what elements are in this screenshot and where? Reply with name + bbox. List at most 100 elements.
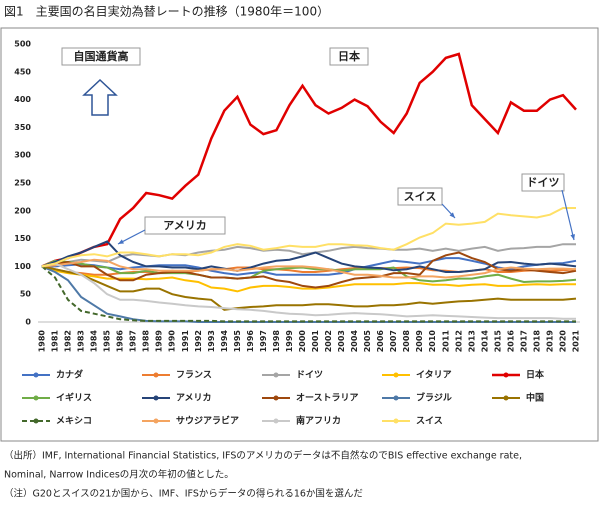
up-arrow [82,78,118,116]
legend-label: イギリス [56,392,92,404]
annotation-box [521,173,565,192]
x-tick-label: 1981 [51,330,60,353]
series-line [41,240,577,273]
y-tick-label: 0 [25,318,31,327]
legend-label: 中国 [526,392,544,404]
y-tick-label: 250 [14,179,31,188]
legend-marker [33,395,39,401]
x-tick-label: 1987 [129,330,138,352]
x-tick-label: 1997 [259,330,268,352]
legend-label: ドイツ [296,370,323,381]
x-tick-label: 2012 [454,330,463,352]
arrow-head [570,234,575,240]
x-tick-label: 1993 [207,330,216,352]
x-tick-label: 1991 [181,330,190,353]
x-tick-label: 2001 [311,330,320,353]
legend-label: メキシコ [56,416,92,427]
x-tick-label: 2018 [532,330,541,353]
legend-label: フランス [176,370,212,381]
x-tick-label: 2021 [572,330,581,353]
series-line [41,259,577,284]
legend-marker [33,418,39,424]
x-tick-label: 1984 [90,330,99,353]
note: （出所）IMF, International Financial Statist… [4,450,522,462]
legend-marker [33,372,39,378]
x-tick-label: 2020 [558,330,567,353]
annotation-box [61,47,141,66]
legend-marker [273,395,279,401]
series-line [41,207,576,268]
x-tick-label: 2011 [441,330,450,353]
legend-marker [273,418,279,424]
x-tick-label: 2016 [506,330,515,353]
x-tick-label: 2010 [428,330,437,353]
legend-marker [153,372,159,378]
series-line [41,251,577,289]
legend-marker [153,395,159,401]
x-tick-label: 2015 [493,330,502,353]
legend-marker [503,372,509,378]
x-tick-label: 1992 [194,330,203,352]
x-tick-label: 1983 [77,330,86,352]
legend-marker [503,395,509,401]
series-line [41,265,577,311]
x-tick-label: 1996 [246,330,255,353]
y-tick-label: 450 [14,67,31,76]
x-tick-label: 1980 [38,330,47,353]
series-line [41,262,576,320]
chart-title: 図1 主要国の名目実効為替レートの推移（1980年＝100） [4,4,329,19]
y-tick-label: 400 [14,95,31,104]
legend-marker [273,372,279,378]
x-tick-label: 2005 [363,330,372,353]
x-tick-label: 2014 [480,330,489,353]
legend-marker [393,372,399,378]
legend-marker [393,395,399,401]
legend-label: スイス [416,416,443,427]
x-tick-label: 2004 [350,330,359,353]
x-tick-label: 1986 [116,330,125,353]
x-tick-label: 2013 [467,330,476,352]
series-line [41,258,577,279]
annotation: 日本 [338,49,360,63]
x-tick-label: 1994 [220,330,229,353]
legend-label: イタリア [416,369,452,381]
arrow-head [118,239,124,244]
annotation: スイス [404,190,437,203]
series-line [41,265,576,323]
legend-label: オーストラリア [296,393,359,404]
x-tick-label: 2003 [337,330,346,352]
x-tick-label: 1998 [272,330,281,353]
y-tick-label: 350 [14,123,31,132]
legend-label: ブラジル [416,392,452,404]
y-tick-label: 50 [20,290,32,299]
annotation: アメリカ [163,219,206,232]
x-tick-label: 2019 [545,330,554,353]
annotation: ドイツ [527,176,560,189]
y-tick-label: 150 [14,234,31,243]
note: （注）G20とスイスの21か国から、IMF、IFSからデータの得られる16か国を… [4,488,363,500]
legend-label: カナダ [56,369,83,381]
note: Nominal, Narrow Indicesの月次の年初の値とした。 [4,469,234,481]
x-tick-label: 1982 [64,330,73,352]
legend-marker [153,418,159,424]
annotation-box [329,47,369,66]
series-line [41,243,576,268]
annotation-box [144,216,226,235]
x-tick-label: 1995 [233,330,242,353]
series-line [41,265,576,293]
x-tick-label: 1985 [103,330,112,353]
legend-label: 日本 [526,369,545,381]
x-tick-label: 2002 [324,330,333,352]
x-tick-label: 2006 [376,330,385,353]
annotation-arrow [561,189,575,241]
x-tick-label: 1988 [142,330,151,353]
legend-marker [393,418,399,424]
x-tick-label: 2009 [415,330,424,353]
legend-label: 南アフリカ [296,415,341,427]
annotation-box [397,187,443,206]
annotation: 自国通貨高 [74,49,129,63]
chart-border [0,27,599,442]
legend-label: サウジアラビア [176,415,239,427]
y-tick-label: 300 [14,151,31,160]
